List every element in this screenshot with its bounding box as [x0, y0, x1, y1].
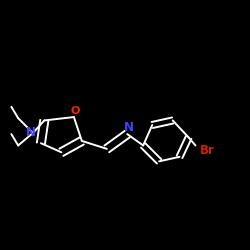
Text: N: N [124, 121, 134, 134]
Text: Br: Br [200, 144, 215, 156]
Text: N: N [26, 126, 36, 140]
Text: O: O [71, 106, 80, 116]
